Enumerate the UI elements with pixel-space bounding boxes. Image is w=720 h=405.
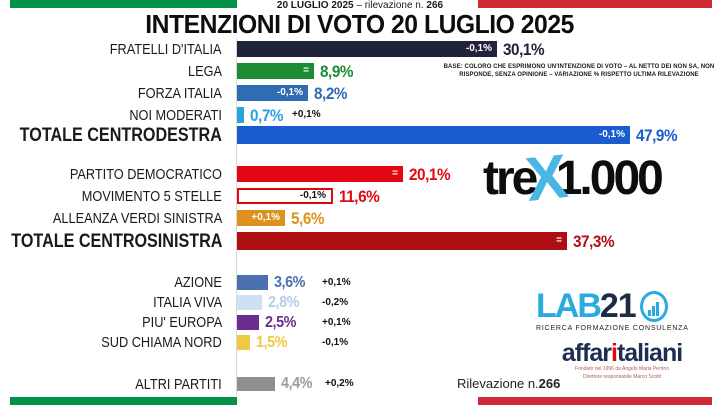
chart-row-totale-centrosinistra: TOTALE CENTROSINISTRA = 37,3%: [0, 230, 720, 252]
affaritaliani-tagline-1: Fondato nel 1996 da Angelo Maria Perrino: [575, 366, 669, 372]
value-label: 11,6%: [339, 186, 380, 206]
party-label: SUD CHIAMA NORD: [101, 334, 222, 351]
bar: [237, 377, 275, 391]
value-label: 37,3%: [573, 231, 615, 251]
chart-row-lega: LEGA = 8,9%: [0, 61, 720, 81]
lab21-text-lab: LAB: [536, 287, 602, 325]
value-label: 30,1%: [503, 39, 545, 59]
bar: -0,1%: [237, 188, 333, 204]
bar: -0,1%: [237, 41, 497, 57]
delta-value: +0,1%: [251, 212, 280, 223]
party-label: PARTITO DEMOCRATICO: [69, 165, 222, 183]
lab21-chart-icon: [639, 290, 668, 322]
delta-value: -0,1%: [299, 190, 326, 201]
page-title: INTENZIONI DI VOTO 20 LUGLIO 2025: [145, 9, 575, 39]
bar: =: [237, 166, 403, 182]
survey-subtitle: 20 LUGLIO 2025 – rilevazione n. 266: [0, 0, 720, 11]
chart-row-totale-centrodestra: TOTALE CENTRODESTRA -0,1% 47,9%: [0, 124, 720, 146]
party-label: ITALIA VIVA: [153, 294, 222, 311]
methodology-note: BASE: COLORO CHE ESPRIMONO UN'INTENZIONE…: [443, 64, 715, 79]
survey-date: 20 LUGLIO 2025: [276, 0, 354, 11]
affaritaliani-accent-i: i: [610, 339, 618, 367]
affaritaliani-text-1: affar: [561, 339, 612, 367]
rilevazione-number: 266: [538, 376, 561, 391]
affaritaliani-logo: affaritaliani Fondato nel 1996 da Angelo…: [527, 341, 717, 381]
delta-value: +0,1%: [322, 276, 351, 288]
chart-row-movimento-5-stelle: MOVIMENTO 5 STELLE -0,1% 11,6%: [0, 186, 720, 206]
party-label: FORZA ITALIA: [137, 84, 222, 102]
bar: +0,1%: [237, 210, 285, 226]
rilevazione-note: Rilevazione n.266: [457, 376, 561, 391]
coalition-total-label: TOTALE CENTRODESTRA: [19, 124, 222, 146]
value-label: 8,2%: [314, 83, 348, 103]
delta-value: -0,2%: [322, 296, 349, 308]
value-label: 5,6%: [291, 208, 325, 228]
trex1000-text-1000: 1.000: [555, 152, 664, 205]
delta-value: =: [303, 65, 309, 76]
coalition-total-label: TOTALE CENTROSINISTRA: [10, 230, 222, 252]
lab21-tagline: RICERCA FORMAZIONE CONSULENZA: [536, 325, 689, 332]
trex1000-x-icon: X: [522, 142, 572, 215]
party-label: PIU' EUROPA: [141, 314, 222, 331]
chart-row-fratelli-ditalia: FRATELLI D'ITALIA -0,1% 30,1%: [0, 39, 720, 59]
flag-stripe-red-top: [478, 0, 712, 8]
chart-row-sud-chiama-nord: SUD CHIAMA NORD 1,5% -0,1%: [0, 333, 720, 351]
party-label: NOI MODERATI: [129, 106, 222, 124]
value-label: 2,8%: [268, 293, 300, 311]
delta-value: +0,1%: [322, 316, 351, 328]
lab21-text-21: 21: [599, 287, 637, 325]
delta-value: =: [556, 235, 562, 246]
party-label: ALTRI PARTITI: [135, 375, 222, 393]
chart-row-altri-partiti: ALTRI PARTITI 4,4% +0,2%: [0, 375, 720, 393]
chart-row-noi-moderati: NOI MODERATI 0,7% +0,1%: [0, 105, 720, 125]
party-label: LEGA: [187, 62, 222, 80]
party-label: FRATELLI D'ITALIA: [110, 40, 222, 58]
delta-value: -0,1%: [465, 43, 492, 54]
delta-value: +0,2%: [325, 378, 354, 389]
flag-stripe-green-bottom: [10, 397, 237, 405]
chart-row-alleanza-verdi-sinistra: ALLEANZA VERDI SINISTRA +0,1% 5,6%: [0, 208, 720, 228]
value-label: 1,5%: [256, 333, 288, 351]
lab21-logo: LAB 21 RICERCA FORMAZIONE CONSULENZA: [536, 289, 689, 332]
flag-stripe-green-top: [10, 0, 237, 8]
bar: =: [237, 63, 314, 79]
delta-value: +0,1%: [292, 109, 321, 120]
value-label: 2,5%: [265, 313, 297, 331]
flag-stripe-red-bottom: [478, 397, 712, 405]
bar: [237, 275, 268, 290]
bar: [237, 107, 244, 123]
trex1000-logo: tre X 1.000: [483, 142, 664, 215]
bar: [237, 315, 259, 330]
delta-value: -0,1%: [322, 336, 349, 348]
value-label: 0,7%: [250, 105, 284, 125]
trex1000-text-tre: tre: [483, 152, 538, 205]
delta-value: =: [392, 168, 398, 179]
party-label: MOVIMENTO 5 STELLE: [81, 187, 222, 205]
chart-row-italia-viva: ITALIA VIVA 2,8% -0,2%: [0, 293, 720, 311]
axis-baseline: [236, 38, 237, 396]
affaritaliani-text-2: taliani: [616, 339, 683, 367]
bar: =: [237, 232, 567, 250]
value-label: 20,1%: [409, 164, 451, 184]
bar: [237, 335, 250, 350]
party-label: AZIONE: [174, 274, 222, 291]
value-label: 8,9%: [320, 61, 354, 81]
chart-row-azione: AZIONE 3,6% +0,1%: [0, 273, 720, 291]
bar: [237, 295, 262, 310]
value-label: 47,9%: [636, 125, 678, 145]
chart-row-partito-democratico: PARTITO DEMOCRATICO = 20,1%: [0, 164, 720, 184]
survey-number: 266: [426, 0, 444, 11]
affaritaliani-tagline-2: Direttore responsabile Marco Scotti: [582, 373, 662, 380]
delta-value: -0,1%: [598, 129, 625, 140]
delta-value: -0,1%: [276, 87, 303, 98]
value-label: 3,6%: [274, 273, 306, 291]
value-label: 4,4%: [281, 375, 313, 392]
chart-row-forza-italia: FORZA ITALIA -0,1% 8,2%: [0, 83, 720, 103]
chart-row-piu-europa: PIU' EUROPA 2,5% +0,1%: [0, 313, 720, 331]
bar: -0,1%: [237, 126, 630, 144]
party-label: ALLEANZA VERDI SINISTRA: [52, 209, 222, 227]
survey-sep: – rilevazione n.: [356, 0, 424, 11]
bar: -0,1%: [237, 85, 308, 101]
